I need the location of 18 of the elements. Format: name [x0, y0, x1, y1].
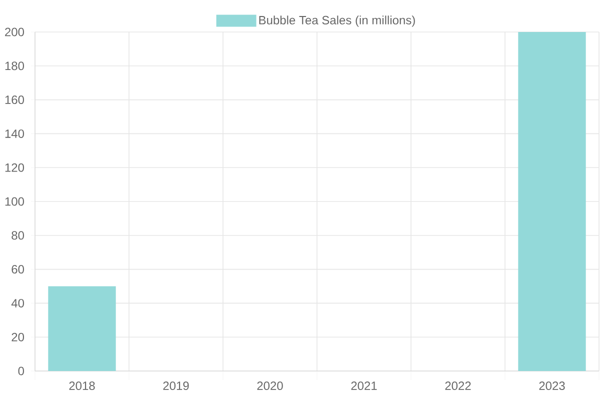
x-tick-label: 2019 — [163, 382, 189, 390]
legend-label: Bubble Tea Sales (in millions) — [259, 16, 415, 27]
y-tick-label: 120 — [5, 163, 24, 172]
y-tick-label: 0 — [18, 366, 24, 376]
x-tick-label: 2020 — [257, 382, 283, 390]
y-tick-label: 100 — [5, 197, 24, 206]
x-tick-label: 2021 — [351, 382, 377, 390]
y-tick-label: 140 — [5, 129, 24, 138]
y-tick-label: 200 — [5, 28, 24, 36]
y-tick-label: 160 — [5, 96, 24, 104]
y-tick-label: 60 — [12, 265, 24, 274]
x-tick-label: 2023 — [539, 382, 565, 390]
x-tick-label: 2022 — [445, 382, 471, 390]
y-tick-label: 40 — [11, 298, 24, 308]
x-tick-label: 2018 — [69, 382, 95, 390]
y-tick-label: 180 — [5, 62, 24, 70]
y-tick-label: 20 — [12, 332, 24, 342]
y-tick-label: 80 — [12, 231, 24, 240]
